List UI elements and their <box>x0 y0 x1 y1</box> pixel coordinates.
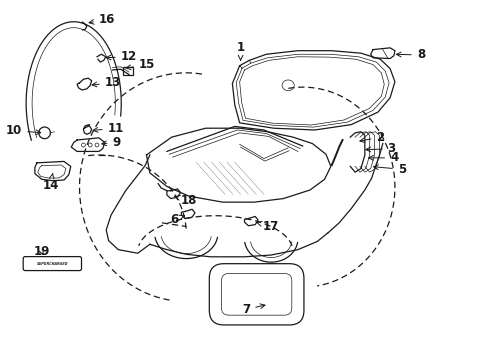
Text: 4: 4 <box>368 151 398 165</box>
Text: 7: 7 <box>242 303 264 316</box>
Text: 12: 12 <box>106 50 137 63</box>
Text: 19: 19 <box>33 245 50 258</box>
Text: 9: 9 <box>102 136 121 149</box>
Text: 1: 1 <box>236 41 244 60</box>
Text: 5: 5 <box>373 163 405 176</box>
Text: 13: 13 <box>92 76 121 89</box>
Text: 6: 6 <box>170 213 184 226</box>
Bar <box>123 67 133 75</box>
Text: 10: 10 <box>6 124 41 137</box>
Text: 2: 2 <box>359 131 384 144</box>
Text: 17: 17 <box>256 220 279 233</box>
Text: 18: 18 <box>175 194 197 207</box>
Text: 15: 15 <box>126 58 155 72</box>
Text: 16: 16 <box>89 13 115 26</box>
Text: SUPERCHARGED: SUPERCHARGED <box>37 262 68 266</box>
Text: 3: 3 <box>365 143 395 156</box>
Text: 14: 14 <box>42 173 59 192</box>
Text: 11: 11 <box>93 122 123 135</box>
Text: 8: 8 <box>396 49 424 62</box>
